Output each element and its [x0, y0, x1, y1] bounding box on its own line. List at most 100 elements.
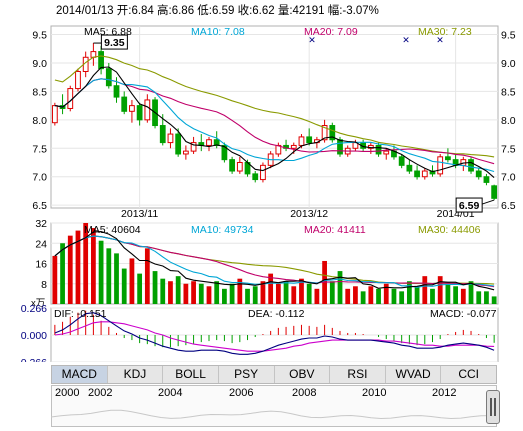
tab-boll[interactable]: BOLL — [163, 366, 219, 383]
timeline-scroll-handle[interactable] — [486, 390, 500, 424]
volume-bar — [191, 281, 196, 304]
volume-tick-label: 32 — [35, 218, 47, 230]
candle-body — [75, 71, 81, 90]
candle-body — [383, 150, 390, 155]
tab-cci[interactable]: CCI — [458, 367, 480, 381]
tab-macd[interactable]: MACD — [52, 366, 108, 383]
candle-body — [121, 96, 128, 112]
volume-bar — [329, 281, 335, 304]
volume-bar — [491, 296, 497, 304]
ma10-legend: MA10: 7.08 — [191, 26, 245, 38]
volume-bar — [314, 288, 320, 304]
volume-bar — [368, 286, 374, 304]
candle-body — [206, 139, 212, 146]
signal-marker-icon: ✕ — [402, 36, 410, 46]
volume-ma30-legend: MA30: 44406 — [418, 224, 481, 236]
candle-body — [421, 170, 428, 178]
dif-legend: DIF: -0.151 — [54, 308, 107, 320]
volume-bar — [306, 283, 312, 304]
volume-ma10-line — [54, 235, 495, 288]
candle-body — [98, 51, 104, 70]
volume-bar — [406, 281, 412, 304]
volume-bar — [114, 253, 119, 304]
candle-body — [475, 170, 482, 178]
volume-bar — [460, 288, 466, 304]
tab-kdj[interactable]: KDJ — [108, 366, 164, 383]
volume-bar — [391, 288, 397, 304]
candle-body — [491, 185, 498, 199]
price-tick-label-right: 7.5 — [501, 143, 516, 155]
candle-body — [229, 159, 236, 172]
volume-ma10-legend: MA10: 49734 — [191, 224, 254, 236]
tab-rsi[interactable]: RSI — [330, 366, 386, 383]
volume-bar — [168, 281, 173, 304]
volume-bar — [222, 288, 227, 304]
candle-body — [260, 164, 266, 181]
dif-line — [54, 312, 495, 355]
volume-bar — [252, 286, 258, 304]
volume-bar — [60, 243, 65, 304]
volume-tick-label: 8 — [41, 279, 47, 291]
stock-chart: 9.5 9.5 9.0 9.0 8.5 8.5 8.0 8.0 7.5 7.5 7.0 7.0 6.5 6… — [17, 25, 516, 362]
price-tick-label-left: 9.5 — [32, 30, 47, 42]
candle-body — [51, 105, 58, 124]
timeline-year-label: 2006 — [229, 387, 254, 399]
macd-tick-label: 0.000 — [21, 330, 47, 342]
last-price-box — [455, 197, 483, 213]
volume-bar — [414, 286, 420, 304]
volume-bar — [83, 223, 89, 304]
volume-bar — [121, 268, 127, 304]
price-tick-label-right: 9.5 — [501, 30, 516, 42]
quote-summary: 2014/01/13 开:6.84 高:6.86 低:6.59 收:6.62 量… — [56, 5, 379, 17]
candle-body — [321, 125, 328, 141]
tab-psy[interactable]: PSY — [219, 366, 275, 383]
candle-body — [329, 125, 336, 141]
price-tick-label-right: 6.5 — [501, 200, 516, 212]
tab-obv[interactable]: OBV — [275, 366, 331, 383]
volume-bar — [275, 283, 281, 304]
volume-tick-label: 16 — [35, 259, 47, 271]
volume-bar — [445, 283, 451, 304]
candle-body — [306, 136, 313, 144]
volume-bar — [353, 286, 358, 304]
macd-legend: MACD: -0.077 — [430, 308, 497, 320]
high-price-box — [100, 34, 128, 50]
candle-body — [445, 156, 451, 161]
volume-bar — [137, 273, 143, 304]
price-tick-label-left: 9.0 — [32, 58, 47, 70]
price-panel-frame — [50, 25, 499, 209]
candle-body — [483, 176, 490, 183]
candle-body — [129, 105, 135, 112]
candle-body — [105, 68, 112, 87]
timeline-year-label: 2010 — [362, 387, 387, 399]
candle-body — [468, 159, 474, 172]
volume-bar — [129, 258, 135, 304]
volume-bar — [75, 230, 81, 304]
volume-bar — [337, 271, 343, 304]
price-tick-label-right: 7.0 — [501, 172, 516, 184]
candle-body — [437, 156, 444, 175]
candle-body — [406, 164, 413, 172]
volume-bar — [52, 255, 58, 304]
candle-body — [252, 173, 259, 181]
macd-tick-label: -0.266 — [17, 357, 47, 362]
signal-marker-icon: ✕ — [308, 36, 316, 46]
ma5-line — [54, 66, 495, 179]
candle-body — [113, 85, 120, 98]
volume-bar — [437, 276, 443, 304]
candle-body — [182, 150, 189, 155]
dea-line — [54, 321, 495, 352]
price-tick-label-left: 7.0 — [32, 172, 47, 184]
volume-bar — [453, 286, 459, 304]
volume-bar — [283, 281, 289, 304]
volume-bar — [175, 276, 181, 304]
volume-bar — [67, 235, 73, 304]
candle-body — [159, 125, 166, 144]
price-tick-label-left: 6.5 — [32, 200, 47, 212]
volume-bar — [468, 281, 474, 304]
ma20-line — [54, 78, 495, 165]
candle-body — [67, 88, 74, 109]
high-price-label: 9.35 — [104, 37, 125, 49]
tab-wvad[interactable]: WVAD — [386, 366, 442, 383]
volume-bar — [476, 291, 482, 304]
